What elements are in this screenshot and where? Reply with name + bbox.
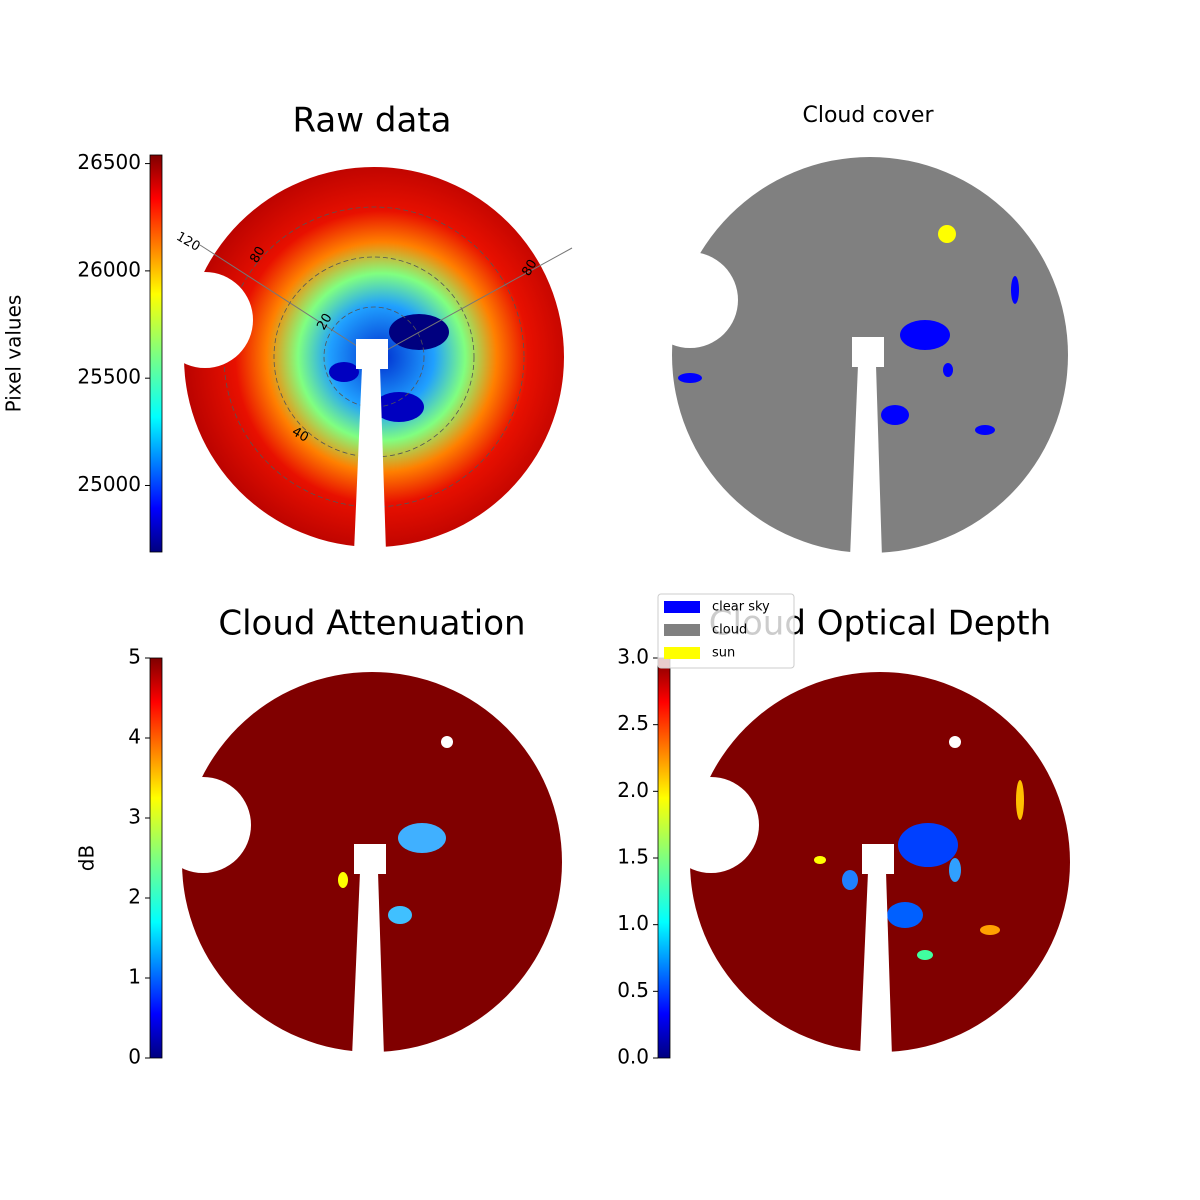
cloud-patch — [678, 373, 702, 383]
polar-grid — [373, 247, 573, 358]
colorbar — [149, 657, 163, 1059]
image-mask — [354, 367, 386, 552]
image-mask — [852, 337, 884, 367]
colorbar-tick-label: 26000 — [77, 257, 141, 281]
polar-grid — [323, 306, 425, 408]
image-mask — [157, 272, 253, 368]
image-mask — [354, 844, 386, 874]
cloud-patch — [949, 858, 961, 882]
cloud-patch — [887, 902, 923, 928]
sun — [938, 225, 956, 243]
sun — [441, 736, 453, 748]
cloud-patch — [900, 320, 950, 350]
panel-title: Cloud Attenuation — [218, 604, 525, 644]
colorbar — [149, 154, 163, 553]
cloud-patch — [980, 925, 1000, 935]
colorbar-tick-label: 2.5 — [617, 711, 649, 735]
cloud-patch — [917, 950, 933, 960]
legend-label: clear sky — [712, 600, 770, 615]
grid-label: 80 — [519, 257, 540, 279]
cloud-patch — [398, 823, 446, 853]
cloud-patch — [1016, 780, 1024, 820]
grid-label: 20 — [314, 311, 335, 333]
colorbar-label: Pixel values — [2, 295, 26, 413]
colorbar-tick-label: 26500 — [77, 150, 141, 174]
image-mask — [862, 844, 894, 874]
sun — [949, 736, 961, 748]
image-mask — [155, 777, 251, 873]
colorbar-tick-label: 2 — [128, 885, 141, 909]
colorbar-tick-label: 25500 — [77, 365, 141, 389]
cloud-patch — [842, 870, 858, 890]
colorbar-tick-label: 2.0 — [617, 778, 649, 802]
colorbar-tick-label: 5 — [128, 645, 141, 669]
panel-title: Cloud cover — [803, 103, 935, 128]
cloud-patch — [1011, 276, 1019, 304]
colorbar-tick-label: 1.5 — [617, 845, 649, 869]
image-mask — [356, 339, 388, 369]
image-mask — [860, 872, 892, 1057]
cloud-patch — [898, 823, 958, 867]
legend-swatch — [664, 601, 700, 613]
image-mask — [850, 365, 882, 558]
cloud-patch — [329, 362, 359, 382]
legend-swatch — [664, 647, 700, 659]
cloud-patch — [975, 425, 995, 435]
colorbar-tick-label: 1.0 — [617, 911, 649, 935]
cloud-patch — [881, 405, 909, 425]
colorbar-label: dB — [75, 845, 99, 871]
colorbar-tick-label: 4 — [128, 725, 141, 749]
cloud-patch — [943, 363, 953, 377]
cloud-patch — [814, 856, 826, 864]
cloud-patch — [388, 906, 412, 924]
legend-label: sun — [712, 646, 735, 661]
colorbar-tick-label: 0 — [128, 1045, 141, 1069]
colorbar-tick-label: 0.5 — [617, 978, 649, 1002]
colorbar-tick-label: 3.0 — [617, 645, 649, 669]
legend-swatch — [664, 624, 700, 636]
colorbar-tick-label: 25000 — [77, 472, 141, 496]
image-mask — [642, 252, 738, 348]
colorbar — [657, 657, 671, 1059]
colorbar-tick-label: 1 — [128, 965, 141, 989]
image-mask — [663, 777, 759, 873]
colorbar-tick-label: 0.0 — [617, 1045, 649, 1069]
grid-label: 120 — [173, 229, 202, 254]
cloud-patch — [374, 392, 424, 422]
colorbar-tick-label: 3 — [128, 805, 141, 829]
panel-title: Raw data — [293, 101, 452, 141]
polar-grid — [199, 244, 375, 358]
legend-label: cloud — [712, 623, 747, 638]
grid-label: 40 — [289, 424, 311, 445]
grid-label: 80 — [247, 244, 268, 266]
image-mask — [352, 872, 384, 1057]
cloud-patch — [338, 872, 348, 888]
